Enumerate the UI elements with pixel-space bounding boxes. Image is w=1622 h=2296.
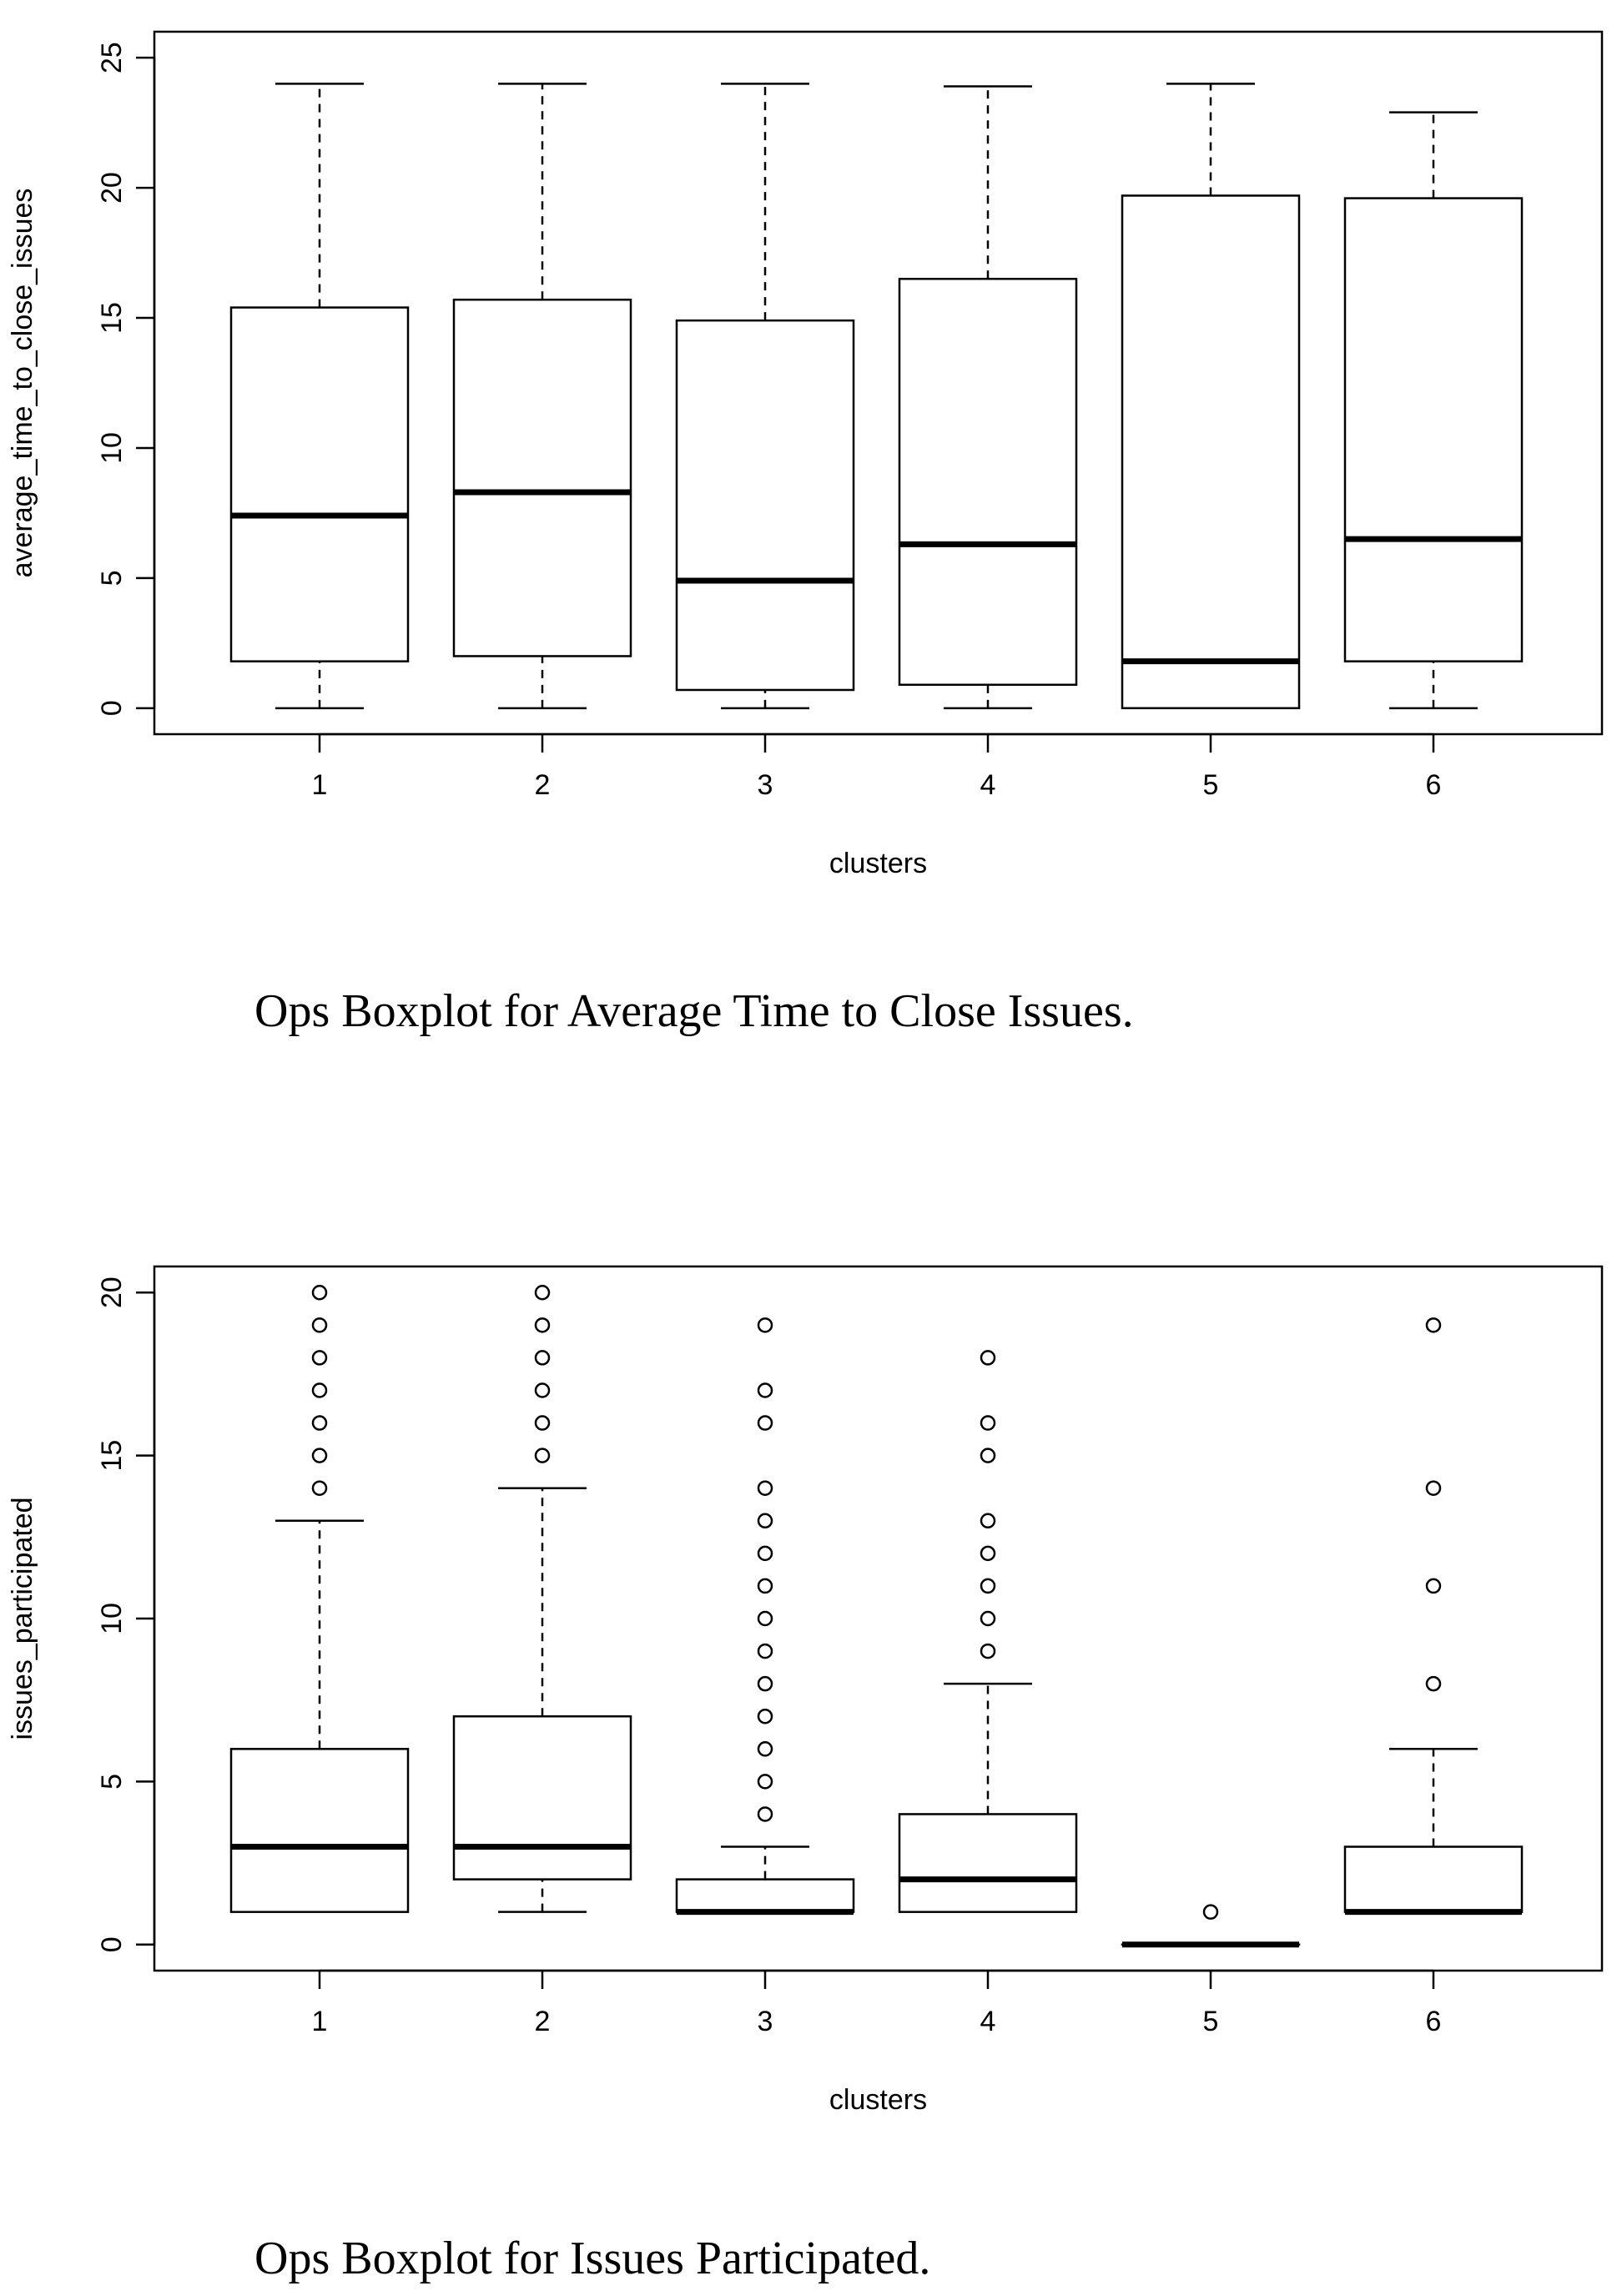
iqr-box bbox=[452, 298, 632, 657]
y-tick-label: 20 bbox=[96, 172, 128, 204]
x-axis-title: clusters bbox=[829, 848, 927, 879]
x-axis-title: clusters bbox=[829, 2084, 927, 2116]
outlier-point bbox=[980, 1448, 996, 1463]
y-tick-label: 0 bbox=[96, 1936, 128, 1952]
outlier-point bbox=[757, 1806, 773, 1822]
outlier-point bbox=[757, 1513, 773, 1529]
boxplot-issues-participated: 0 5 10 15 20 1 2 3 4 5 6 clusters issues_participate… bbox=[7, 1265, 1604, 2116]
y-axis-title: average_time_to_close_issues bbox=[7, 189, 38, 578]
outlier-point bbox=[311, 1285, 328, 1301]
y-tick-label: 10 bbox=[96, 1603, 128, 1634]
outlier-point bbox=[311, 1480, 328, 1496]
outlier-point bbox=[534, 1317, 551, 1333]
x-tick-label: 6 bbox=[1426, 2006, 1442, 2037]
outlier-point bbox=[311, 1448, 328, 1463]
outlier-point bbox=[534, 1350, 551, 1366]
outlier-point bbox=[757, 1774, 773, 1790]
box-cluster-4 bbox=[898, 85, 1078, 710]
x-tick-label: 2 bbox=[535, 769, 551, 801]
outlier-point bbox=[757, 1578, 773, 1594]
box-cluster-1 bbox=[229, 1285, 410, 1913]
outlier-point bbox=[980, 1513, 996, 1529]
x-tick-label: 2 bbox=[535, 2006, 551, 2037]
outlier-point bbox=[311, 1317, 328, 1333]
outlier-point bbox=[757, 1317, 773, 1333]
box-cluster-1 bbox=[229, 83, 410, 710]
y-tick-label: 20 bbox=[96, 1276, 128, 1308]
x-tick-label: 3 bbox=[758, 769, 773, 801]
box-cluster-6 bbox=[1343, 111, 1524, 710]
outlier-point bbox=[1425, 1480, 1442, 1496]
caption-time-to-close: Ops Boxplot for Average Time to Close Is… bbox=[254, 985, 1134, 1037]
y-axis-title: issues_participated bbox=[7, 1497, 38, 1740]
box-cluster-5 bbox=[1121, 83, 1301, 710]
outlier-point bbox=[311, 1382, 328, 1398]
y-tick-label: 10 bbox=[96, 432, 128, 464]
outlier-point bbox=[980, 1643, 996, 1659]
outlier-point bbox=[757, 1675, 773, 1692]
outlier-point bbox=[757, 1610, 773, 1627]
x-tick-label: 4 bbox=[980, 2006, 996, 2037]
caption-issues-participated: Ops Boxplot for Issues Participated. bbox=[254, 2233, 931, 2284]
outlier-point bbox=[757, 1741, 773, 1757]
x-tick-label: 5 bbox=[1203, 769, 1219, 801]
outlier-point bbox=[534, 1382, 551, 1398]
iqr-box bbox=[1121, 194, 1301, 710]
outlier-point bbox=[1425, 1578, 1442, 1594]
x-tick-label: 3 bbox=[758, 2006, 773, 2037]
iqr-box bbox=[1343, 197, 1524, 662]
outlier-point bbox=[757, 1480, 773, 1496]
outlier-point bbox=[757, 1643, 773, 1659]
box-cluster-5 bbox=[1121, 1904, 1301, 1948]
iqr-box bbox=[898, 278, 1078, 686]
y-tick-label: 15 bbox=[96, 1440, 128, 1472]
outlier-point bbox=[534, 1285, 551, 1301]
figure-issues-participated: 0 5 10 15 20 1 2 3 4 5 6 clusters issues_participate… bbox=[0, 1235, 1622, 2296]
outlier-point bbox=[534, 1415, 551, 1431]
iqr-box bbox=[229, 306, 410, 662]
outlier-point bbox=[980, 1610, 996, 1627]
iqr-box bbox=[229, 1748, 410, 1913]
outlier-point bbox=[980, 1578, 996, 1594]
y-tick-label: 25 bbox=[96, 42, 128, 73]
outlier-point bbox=[980, 1415, 996, 1431]
iqr-box bbox=[675, 1878, 855, 1913]
y-tick-label: 5 bbox=[96, 1774, 128, 1790]
box-cluster-3 bbox=[675, 1317, 855, 1916]
outlier-point bbox=[1425, 1675, 1442, 1692]
box-cluster-6 bbox=[1343, 1317, 1524, 1916]
outlier-point bbox=[980, 1545, 996, 1562]
outlier-point bbox=[980, 1350, 996, 1366]
box-cluster-2 bbox=[452, 83, 632, 710]
outlier-point bbox=[1425, 1317, 1442, 1333]
x-tick-label: 5 bbox=[1203, 2006, 1219, 2037]
outlier-point bbox=[1202, 1904, 1219, 1920]
figure-time-to-close: 0 5 10 15 20 25 1 2 3 4 5 6 clusters average_time_to_… bbox=[0, 0, 1622, 1101]
outlier-point bbox=[757, 1545, 773, 1562]
outlier-point bbox=[757, 1382, 773, 1398]
x-tick-label: 6 bbox=[1426, 769, 1442, 801]
iqr-box bbox=[452, 1714, 632, 1881]
boxplot-time-to-close: 0 5 10 15 20 25 1 2 3 4 5 6 clusters average_time_to_… bbox=[7, 30, 1604, 879]
outlier-point bbox=[311, 1350, 328, 1366]
outlier-point bbox=[534, 1448, 551, 1463]
y-tick-label: 0 bbox=[96, 700, 128, 716]
y-tick-label: 15 bbox=[96, 302, 128, 334]
x-tick-label: 1 bbox=[312, 2006, 328, 2037]
iqr-box bbox=[898, 1813, 1078, 1913]
outlier-point bbox=[311, 1415, 328, 1431]
outlier-point bbox=[757, 1708, 773, 1725]
iqr-box bbox=[675, 319, 855, 692]
x-tick-label: 1 bbox=[312, 769, 328, 801]
x-tick-label: 4 bbox=[980, 769, 996, 801]
outlier-point bbox=[757, 1415, 773, 1431]
box-cluster-2 bbox=[452, 1285, 632, 1913]
box-cluster-3 bbox=[675, 83, 855, 710]
box-cluster-4 bbox=[898, 1350, 1078, 1913]
iqr-box bbox=[1343, 1845, 1524, 1913]
y-tick-label: 5 bbox=[96, 570, 128, 586]
